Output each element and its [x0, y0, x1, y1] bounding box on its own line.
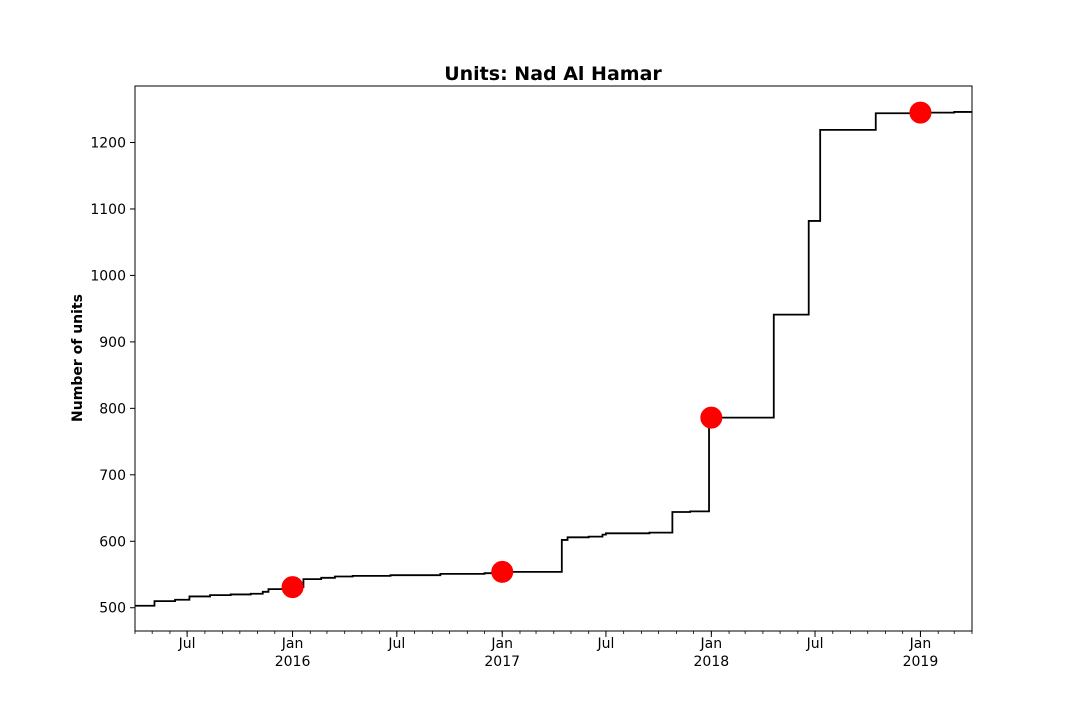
x-tick-label: Jul [178, 636, 196, 652]
chart-title: Units: Nad Al Hamar [444, 63, 662, 85]
x-tick-label: Jan [490, 636, 513, 652]
x-tick-year-label: 2018 [694, 654, 730, 670]
y-tick-label: 500 [99, 601, 126, 617]
axes-frame [134, 85, 973, 632]
axes: 500 600 700 800 900 1000 1100 1200 Jul Jan 2016 Jul… [90, 85, 973, 670]
y-tick-label: 1200 [90, 135, 126, 151]
yearly-marker [491, 560, 514, 583]
y-axis-label: Number of units [70, 294, 86, 422]
y-tick-label: 900 [99, 335, 126, 351]
units-step-line [135, 111, 972, 607]
x-tick-year-label: 2016 [275, 654, 311, 670]
yearly-marker [700, 406, 723, 429]
yearly-marker [281, 576, 304, 599]
plot-area [135, 101, 972, 607]
x-tick-label: Jan [909, 636, 932, 652]
x-tick-year-label: 2019 [903, 654, 939, 670]
x-tick-label: Jul [596, 636, 614, 652]
x-tick-label: Jul [387, 636, 405, 652]
y-tick-label: 600 [99, 534, 126, 550]
y-tick-label: 1100 [90, 202, 126, 218]
x-tick-label: Jul [806, 636, 824, 652]
y-tick-label: 800 [99, 401, 126, 417]
yearly-marker [909, 101, 932, 124]
x-tick-label: Jan [700, 636, 723, 652]
x-tick-year-label: 2017 [484, 654, 520, 670]
x-tick-label: Jan [281, 636, 304, 652]
y-tick-label: 1000 [90, 268, 126, 284]
y-tick-label: 700 [99, 468, 126, 484]
